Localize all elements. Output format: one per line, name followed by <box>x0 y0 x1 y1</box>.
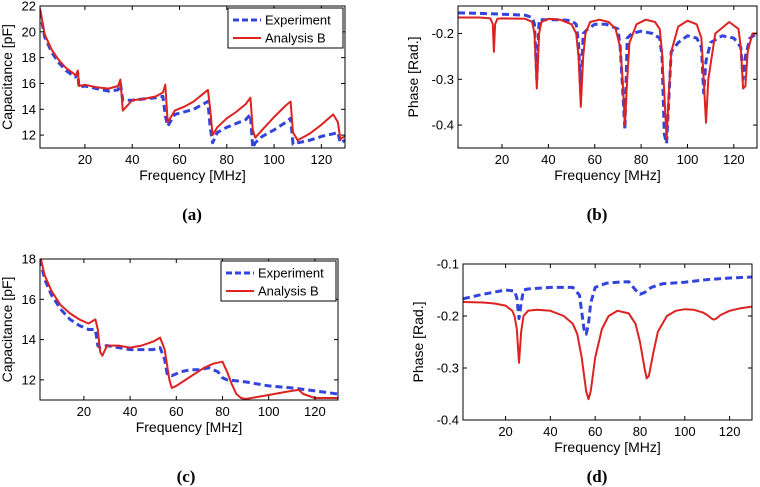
series-line-analysis-b <box>463 301 752 401</box>
y-tick-label: -0.1 <box>437 257 459 272</box>
y-tick-label: 12 <box>22 372 36 387</box>
x-tick-label: 40 <box>125 152 139 167</box>
x-tick-label: 100 <box>674 424 696 439</box>
x-tick-label: 40 <box>543 424 557 439</box>
series-line-experiment <box>458 11 757 145</box>
y-tick-label: -0.4 <box>432 118 454 133</box>
chart-panel-2: 20 40 60 80 100 120 -0.4 -0.3 -0.2 Frequency [MHz… <box>405 5 758 224</box>
x-tick-label: 80 <box>215 404 229 419</box>
plot-frame <box>39 258 339 401</box>
panel-label: (b) <box>587 205 608 224</box>
x-tick-label: 20 <box>495 152 509 167</box>
x-tick-label: 60 <box>172 152 186 167</box>
y-axis-label: Capacitance [pF] <box>0 24 15 130</box>
panel-label: (d) <box>587 467 608 486</box>
legend-entry: Experiment <box>265 13 331 28</box>
x-tick-label: 100 <box>258 404 280 419</box>
panel-label: (c) <box>177 467 196 486</box>
y-tick-label: 14 <box>22 102 36 117</box>
legend-box <box>220 260 337 302</box>
y-tick-label: -0.2 <box>432 26 454 41</box>
x-tick-label: 80 <box>634 152 648 167</box>
legend: Experiment Analysis B <box>220 260 337 302</box>
legend-entry: Experiment <box>258 266 324 281</box>
series-line-analysis-b <box>40 259 338 400</box>
y-tick-label: -0.3 <box>432 72 454 87</box>
series-line-analysis-b <box>40 8 345 142</box>
series-line-analysis-b <box>458 16 757 140</box>
y-tick-label: 14 <box>22 332 36 347</box>
y-axis-label: Capacitance [pF] <box>0 277 15 383</box>
legend-entry: Analysis B <box>258 284 319 299</box>
y-tick-label: -0.2 <box>437 309 459 324</box>
y-tick-label: 18 <box>22 50 36 65</box>
plot-frame <box>39 5 346 149</box>
x-tick-label: 20 <box>498 424 512 439</box>
chart-panel-3: 20 40 60 80 100 120 12 14 16 18 Frequency [MHz] Cap… <box>0 252 339 486</box>
plot-frame <box>462 263 753 421</box>
y-axis-label: Phase [Rad.] <box>405 37 421 118</box>
y-tick-label: 16 <box>22 292 36 307</box>
legend: Experiment Analysis B <box>227 7 344 49</box>
x-tick-label: 20 <box>78 152 92 167</box>
plot-frame <box>457 5 758 149</box>
y-tick-label: 22 <box>22 0 36 14</box>
x-tick-label: 40 <box>123 404 137 419</box>
chart-panel-1: 20 40 60 80 100 120 12 14 16 18 20 22 Frequency [MHz… <box>0 0 346 224</box>
x-axis-label: Frequency [MHz] <box>554 439 661 455</box>
x-axis-label: Frequency [MHz] <box>136 419 243 435</box>
x-tick-label: 60 <box>588 424 602 439</box>
x-tick-label: 40 <box>541 152 555 167</box>
y-tick-label: -0.4 <box>437 413 459 428</box>
x-tick-label: 80 <box>220 152 234 167</box>
x-tick-label: 120 <box>311 152 333 167</box>
x-tick-label: 60 <box>588 152 602 167</box>
y-tick-label: 12 <box>22 128 36 143</box>
y-axis-label: Phase [Rad.] <box>410 302 426 383</box>
y-tick-label: -0.3 <box>437 361 459 376</box>
x-axis-label: Frequency [MHz] <box>554 167 661 183</box>
x-tick-label: 100 <box>263 152 285 167</box>
y-tick-label: 20 <box>22 24 36 39</box>
legend-entry: Analysis B <box>265 31 326 46</box>
x-tick-label: 20 <box>77 404 91 419</box>
panel-label: (a) <box>182 205 202 224</box>
y-tick-label: 16 <box>22 76 36 91</box>
y-tick-label: 18 <box>22 252 36 267</box>
x-tick-label: 60 <box>169 404 183 419</box>
x-tick-label: 120 <box>719 424 741 439</box>
x-tick-label: 120 <box>304 404 326 419</box>
x-tick-label: 100 <box>677 152 699 167</box>
x-axis-label: Frequency [MHz] <box>139 167 246 183</box>
series-line-experiment <box>463 275 752 336</box>
x-tick-label: 120 <box>723 152 745 167</box>
series-line-experiment <box>40 259 338 396</box>
x-tick-label: 80 <box>633 424 647 439</box>
legend-box <box>227 7 344 49</box>
chart-panel-4: 20 40 60 80 100 120 -0.4 -0.3 -0.2 -0.1 Frequency … <box>410 257 753 486</box>
